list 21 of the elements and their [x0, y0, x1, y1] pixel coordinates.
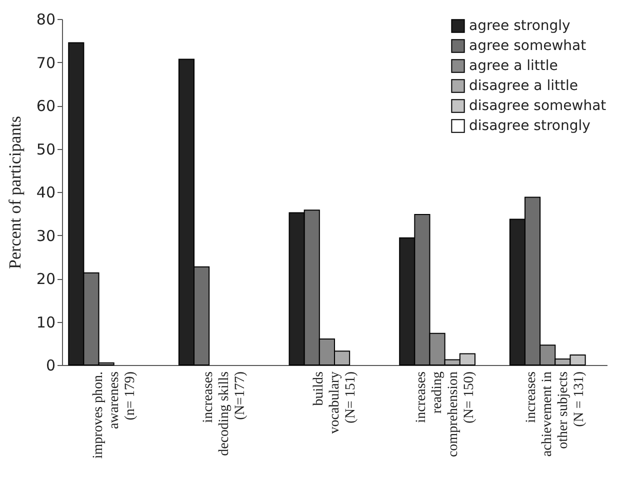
x-tick-label: increases reading comprehension (N= 150) — [414, 371, 477, 458]
x-tick-label: increases achievement in other subjects (N = 131) — [524, 371, 588, 457]
legend-label: disagree strongly — [469, 118, 590, 134]
y-axis-title: Percent of participants — [5, 116, 24, 269]
legend-label: disagree somewhat — [469, 98, 607, 114]
legend-label: agree a little — [469, 58, 558, 74]
y-tick-label: 60 — [36, 97, 56, 115]
y-tick-label: 80 — [36, 10, 56, 28]
x-tick-label: improves phon. awareness (n= 179) — [90, 371, 138, 459]
legend-label: agree strongly — [469, 18, 570, 34]
y-tick-label: 10 — [36, 313, 56, 332]
y-tick-label: 30 — [36, 226, 56, 245]
y-tick-label: 20 — [36, 270, 56, 288]
y-tick-label: 50 — [36, 140, 56, 158]
y-tick-label: 70 — [36, 54, 56, 72]
legend-label: agree somewhat — [469, 38, 587, 54]
y-tick-label: 40 — [36, 184, 56, 202]
legend-label: disagree a little — [469, 78, 578, 94]
x-tick-label: increases decoding skills (N=177) — [201, 371, 248, 456]
y-tick-label: 0 — [46, 356, 56, 374]
x-tick-label: builds vocabulary (N= 151) — [312, 371, 358, 434]
